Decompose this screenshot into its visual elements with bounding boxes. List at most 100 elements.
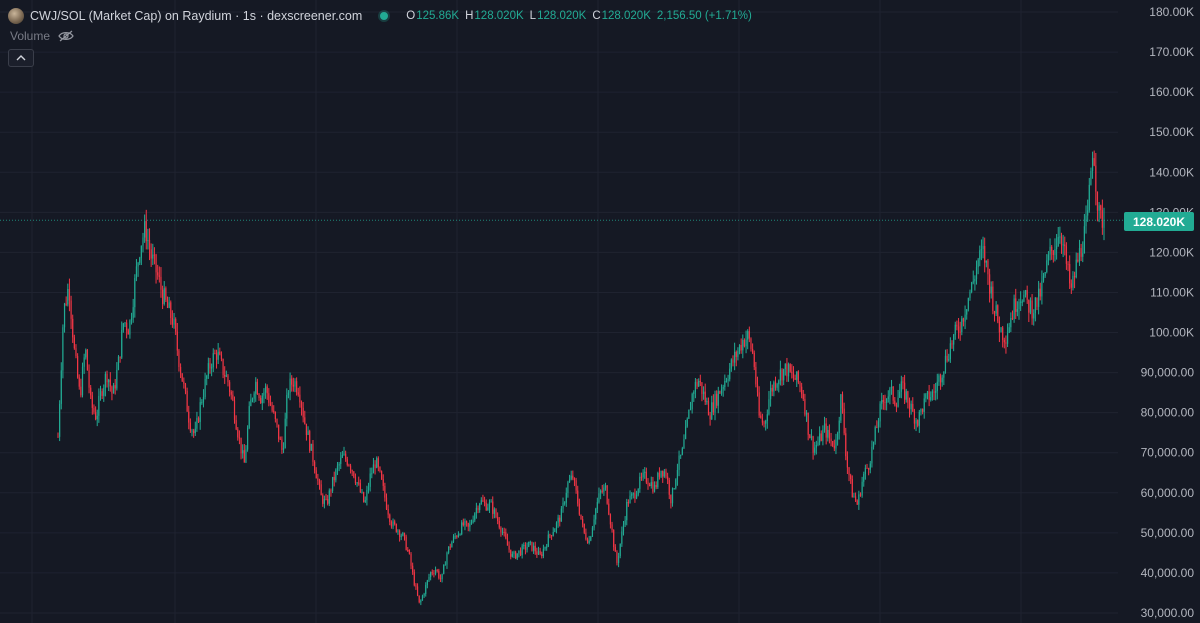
candle-body xyxy=(201,402,203,404)
live-status-dot xyxy=(380,12,389,20)
candle-body xyxy=(848,467,850,476)
candle-body xyxy=(163,288,165,304)
candle-body xyxy=(173,319,175,325)
candle-body xyxy=(402,532,404,536)
candle-body xyxy=(531,541,533,551)
candle-body xyxy=(555,522,558,530)
candle-body xyxy=(709,415,711,420)
eye-slash-icon[interactable] xyxy=(58,30,74,42)
candle-body xyxy=(510,549,512,557)
candle-body xyxy=(768,399,770,415)
candle-body xyxy=(268,393,270,403)
candle-body xyxy=(761,417,764,423)
candle-body xyxy=(376,458,378,468)
candle-body xyxy=(240,437,242,454)
candle-body xyxy=(85,349,87,358)
candle-body xyxy=(966,309,968,315)
candle-body xyxy=(546,546,548,548)
candle-body xyxy=(181,373,183,382)
candle-body xyxy=(516,553,518,559)
candle-body xyxy=(830,438,832,441)
volume-indicator[interactable]: Volume xyxy=(10,29,74,43)
candle-body xyxy=(815,444,817,448)
candle-body xyxy=(235,420,237,430)
candle-body xyxy=(323,498,326,504)
candle-body xyxy=(606,485,608,504)
candle-body xyxy=(1031,300,1033,319)
candle-body xyxy=(554,529,556,533)
candle-body xyxy=(820,433,822,441)
candle-body xyxy=(890,386,893,389)
candle-body xyxy=(753,352,755,367)
candle-body xyxy=(1015,298,1017,312)
candle-body xyxy=(488,502,491,508)
candle-body xyxy=(243,450,245,463)
candle-body xyxy=(297,392,299,395)
candle-body xyxy=(765,420,767,424)
candle-body xyxy=(366,490,368,501)
chart-title: CWJ/SOL (Market Cap) on Raydium · 1s · d… xyxy=(30,9,363,23)
candle-body xyxy=(743,339,746,347)
candle-body xyxy=(925,394,927,399)
candle-body xyxy=(309,431,311,451)
candle-body xyxy=(331,476,334,492)
candle-body xyxy=(810,436,813,438)
candle-body xyxy=(539,551,541,555)
candle-body xyxy=(1041,280,1043,297)
candle-body xyxy=(1096,191,1099,211)
chevron-up-icon xyxy=(16,55,26,61)
candle-body xyxy=(827,429,829,438)
candle-body xyxy=(601,490,603,492)
candle-body xyxy=(1070,283,1072,288)
candle-body xyxy=(603,487,605,492)
candle-body xyxy=(413,572,415,586)
candle-body xyxy=(727,379,729,381)
candle-body xyxy=(1090,170,1092,185)
candle-body xyxy=(578,503,580,515)
candle-body xyxy=(631,494,633,496)
candle-body xyxy=(752,348,754,353)
candle-body xyxy=(412,565,414,573)
candle-body xyxy=(876,427,878,429)
candle-body xyxy=(446,552,448,565)
candle-body xyxy=(590,536,592,541)
candle-body xyxy=(1029,300,1032,313)
candle-body xyxy=(224,374,226,377)
candle-body xyxy=(899,391,901,398)
candle-body xyxy=(183,381,185,384)
candle-body xyxy=(567,482,569,493)
candle-body xyxy=(126,322,128,331)
close-label: C xyxy=(592,10,601,22)
candle-body xyxy=(1095,165,1097,192)
candle-body xyxy=(626,502,628,521)
candle-body xyxy=(939,375,942,383)
candle-body xyxy=(900,381,902,392)
candle-body xyxy=(990,286,992,294)
candle-body xyxy=(725,380,728,382)
candle-body xyxy=(693,391,695,394)
candle-body xyxy=(649,484,651,486)
candle-body xyxy=(320,484,322,496)
candle-body xyxy=(281,439,283,451)
candle-body xyxy=(1075,259,1077,278)
price-axis-tick-label: 110.00K xyxy=(1150,285,1194,299)
candle-body xyxy=(501,531,504,533)
candle-body xyxy=(582,519,584,524)
price-axis[interactable]: 180.00K170.00K160.00K150.00K140.00K130.0… xyxy=(1141,5,1195,620)
candle-body xyxy=(65,303,67,305)
candle-body xyxy=(586,539,589,544)
candle-body xyxy=(650,482,652,486)
candle-body xyxy=(791,371,793,374)
candle-body xyxy=(995,305,997,314)
candle-body xyxy=(111,386,113,394)
candle-body xyxy=(724,380,726,388)
price-axis-tick-label: 50,000.00 xyxy=(1141,526,1195,540)
candle-body xyxy=(137,262,139,267)
candle-body xyxy=(392,521,394,527)
candle-body xyxy=(769,387,772,400)
candle-body xyxy=(1082,253,1084,257)
candle-body xyxy=(325,498,327,500)
collapse-legend-button[interactable] xyxy=(8,49,34,67)
